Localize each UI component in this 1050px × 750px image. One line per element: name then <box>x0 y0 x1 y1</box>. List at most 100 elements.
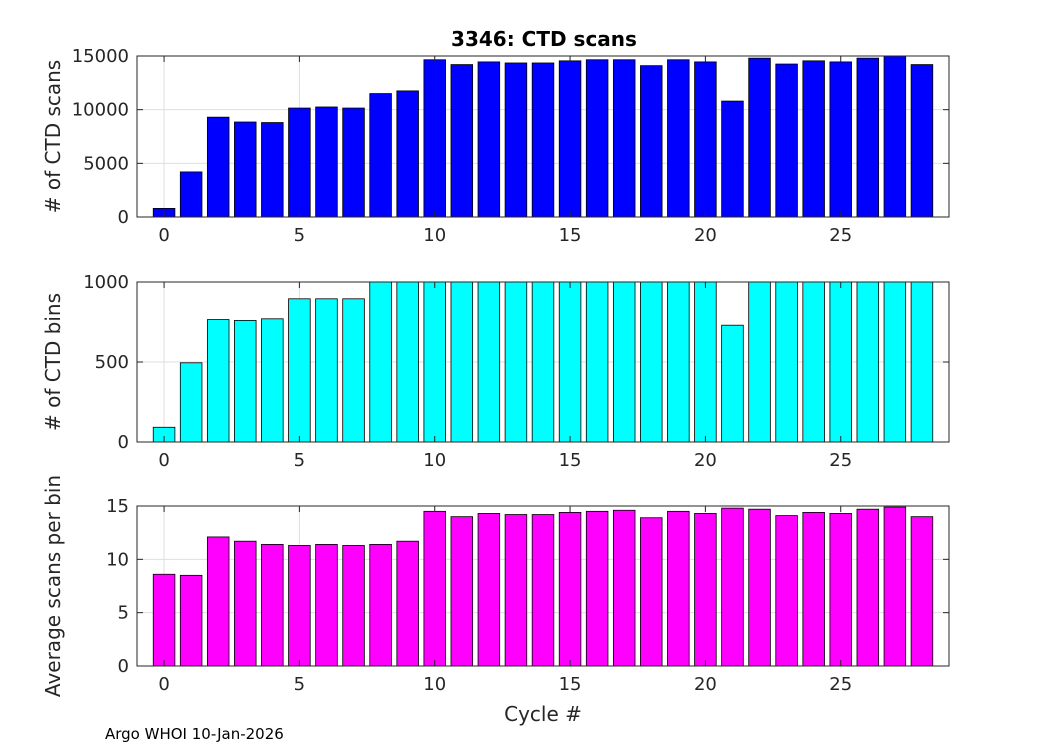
y-tick-label: 0 <box>118 656 129 677</box>
x-tick-label: 15 <box>559 450 582 471</box>
bar-cycle-7 <box>342 545 365 667</box>
bar-cycle-11 <box>450 64 474 218</box>
bar-cycle-21 <box>721 324 744 443</box>
y-tick-label: 10000 <box>72 100 129 121</box>
bar-cycle-17 <box>612 59 636 218</box>
x-tick-label: 0 <box>158 450 169 471</box>
bar-cycle-14 <box>531 281 555 443</box>
bar-cycle-4 <box>261 122 284 218</box>
bar-cycle-9 <box>396 90 419 218</box>
bar-cycle-26 <box>856 281 880 443</box>
bar-cycle-27 <box>883 55 907 218</box>
bar-cycle-16 <box>585 281 609 443</box>
panel-ctd-bins: 0 5 10 15 20 25 0 500 1000 # of CTD bins <box>41 272 950 471</box>
bar-cycle-11 <box>450 516 474 667</box>
bar-cycle-24 <box>802 281 825 443</box>
bar-cycle-19 <box>667 59 690 218</box>
bar-cycle-26 <box>856 57 880 218</box>
panel-ctd-scans: 0 5 10 15 20 25 0 5000 10000 15000 # of CTD scans <box>41 46 950 246</box>
bar-cycle-26 <box>856 508 880 667</box>
bar-cycle-8 <box>369 93 392 218</box>
bar-cycle-3 <box>234 121 257 218</box>
bar-cycle-13 <box>504 514 528 667</box>
bar-cycle-28 <box>910 64 934 218</box>
bar-cycle-2 <box>206 319 230 443</box>
bar-cycle-17 <box>612 281 636 443</box>
bar-cycle-10 <box>423 510 446 667</box>
bar-cycle-28 <box>910 281 934 443</box>
bar-cycle-20 <box>694 513 717 667</box>
bar-cycle-5 <box>288 545 311 667</box>
bar-cycle-14 <box>531 62 555 218</box>
bar-cycle-3 <box>234 540 257 667</box>
bar-cycle-12 <box>477 513 501 667</box>
y-tick-label: 5000 <box>83 153 129 174</box>
bar-cycle-21 <box>721 507 744 667</box>
bar-cycle-19 <box>667 510 690 667</box>
bar-cycle-23 <box>775 281 798 443</box>
bar-cycle-1 <box>179 362 203 443</box>
bar-cycle-20 <box>694 281 717 443</box>
bar-cycle-2 <box>206 116 230 218</box>
y-tick-label: 0 <box>118 207 129 228</box>
bar-cycle-12 <box>477 281 501 443</box>
bar-cycle-16 <box>585 59 609 218</box>
bar-cycle-5 <box>288 107 311 218</box>
bar-cycle-17 <box>612 509 636 667</box>
bar-cycle-8 <box>369 544 392 667</box>
bar-cycle-1 <box>179 574 203 667</box>
x-tick-label: 5 <box>294 225 305 246</box>
bar-cycle-3 <box>234 319 257 443</box>
bar-cycle-9 <box>396 281 419 443</box>
x-tick-label: 10 <box>423 450 446 471</box>
y-axis-label: # of CTD bins <box>41 293 65 431</box>
bar-cycle-20 <box>694 61 717 218</box>
x-axis-label: Cycle # <box>504 702 582 726</box>
bar-cycle-18 <box>640 517 663 667</box>
bar-cycle-6 <box>315 106 338 218</box>
footer-credit: Argo WHOI 10-Jan-2026 <box>105 725 284 743</box>
y-axis-label: # of CTD scans <box>41 60 65 213</box>
bar-cycle-23 <box>775 515 798 667</box>
y-tick-label: 0 <box>118 432 129 453</box>
bar-cycle-21 <box>721 100 744 218</box>
bar-cycle-15 <box>558 512 582 667</box>
bar-cycle-22 <box>748 508 771 667</box>
bar-cycle-4 <box>261 318 284 443</box>
bar-cycle-1 <box>179 171 203 218</box>
bar-cycle-10 <box>423 281 446 443</box>
y-tick-label: 1000 <box>83 272 129 293</box>
x-tick-label: 20 <box>694 450 717 471</box>
bar-cycle-7 <box>342 107 365 218</box>
bar-cycle-24 <box>802 512 825 667</box>
y-tick-label: 5 <box>118 603 129 624</box>
bar-cycle-15 <box>558 281 582 443</box>
bar-cycle-4 <box>261 544 284 667</box>
x-tick-label: 0 <box>158 674 169 695</box>
y-tick-label: 15 <box>106 496 129 517</box>
bar-cycle-25 <box>829 61 852 218</box>
x-tick-label: 20 <box>694 674 717 695</box>
bar-cycle-28 <box>910 516 934 667</box>
y-axis-label: Average scans per bin <box>41 475 65 697</box>
x-tick-label: 25 <box>829 450 852 471</box>
bar-cycle-10 <box>423 59 446 218</box>
bar-cycle-6 <box>315 298 338 443</box>
axes-frame <box>136 505 950 667</box>
x-tick-label: 15 <box>559 674 582 695</box>
chart-title: 3346: CTD scans <box>451 27 637 51</box>
bar-cycle-18 <box>640 65 663 218</box>
bar-cycle-13 <box>504 62 528 218</box>
bar-cycle-25 <box>829 513 852 667</box>
x-tick-label: 10 <box>423 225 446 246</box>
bar-cycle-16 <box>585 510 609 667</box>
bar-cycle-12 <box>477 61 501 218</box>
bar-cycle-25 <box>829 281 852 443</box>
bar-cycle-0 <box>152 573 176 667</box>
x-tick-label: 15 <box>559 225 582 246</box>
bar-cycle-19 <box>667 281 690 443</box>
bar-cycle-14 <box>531 514 555 667</box>
y-tick-label: 15000 <box>72 46 129 67</box>
bar-cycle-5 <box>288 298 311 443</box>
